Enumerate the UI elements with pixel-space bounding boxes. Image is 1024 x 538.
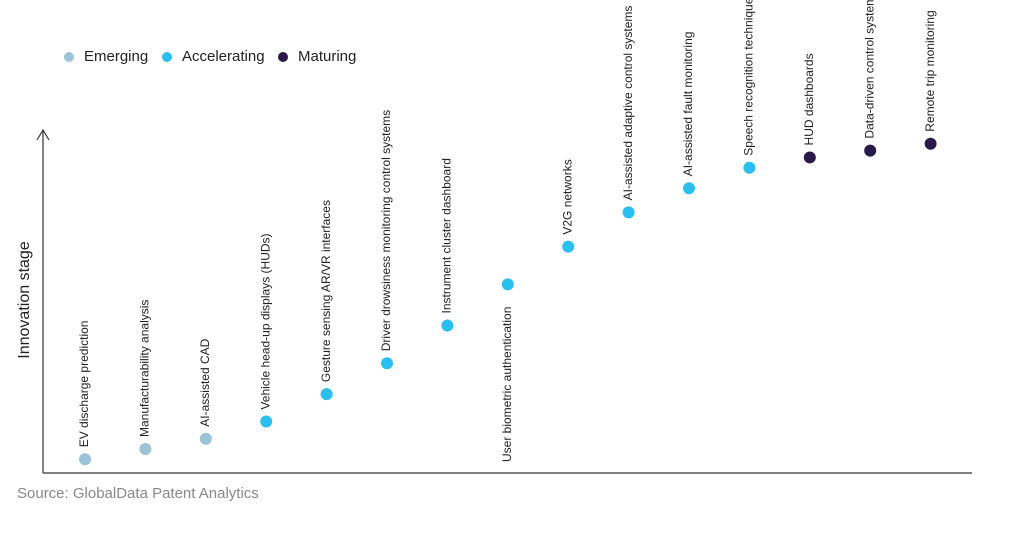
- legend-label: Emerging: [84, 48, 148, 65]
- point-label: EV discharge prediction: [77, 321, 91, 448]
- data-point: [501, 278, 514, 291]
- data-point: [381, 357, 393, 370]
- point-label: AI-assisted adaptive control systems: [621, 6, 635, 201]
- data-point: [803, 151, 816, 164]
- point-label: V2G networks: [560, 159, 574, 234]
- point-label: Speech recognition techniques: [742, 0, 756, 156]
- data-point: [441, 319, 454, 332]
- data-point: [79, 453, 91, 466]
- data-point: [260, 415, 273, 428]
- y-axis-arrow: [36, 128, 50, 141]
- legend-marker: [64, 52, 74, 62]
- data-point: [199, 432, 212, 445]
- point-label: AI-assisted fault monitoring: [681, 32, 695, 177]
- y-axis-title: Innovation stage: [16, 241, 33, 359]
- point-label: User biometric authentication: [500, 307, 514, 462]
- legend-marker: [278, 52, 288, 62]
- point-label: Manufacturability analysis: [138, 300, 152, 437]
- data-point: [743, 161, 756, 174]
- point-label: Remote trip monitoring: [923, 10, 937, 131]
- data-point: [864, 144, 877, 157]
- data-point: [622, 206, 635, 219]
- data-point: [924, 137, 937, 150]
- point-label: Instrument cluster dashboard: [440, 158, 454, 313]
- data-point: [320, 388, 333, 401]
- source: Source: GlobalData Patent Analytics: [17, 485, 259, 502]
- data-point: [139, 442, 152, 455]
- legend-label: Maturing: [298, 48, 356, 65]
- point-label: HUD dashboards: [802, 53, 816, 145]
- point-label: Gesture sensing AR/VR interfaces: [319, 200, 333, 382]
- point-label: Driver drowsiness monitoring control sys…: [379, 110, 393, 351]
- legend-marker: [162, 52, 172, 62]
- data-point: [562, 240, 575, 253]
- legend-label: Accelerating: [182, 48, 265, 65]
- point-label: Data-driven control systems: [862, 0, 876, 139]
- data-point: [683, 182, 695, 195]
- point-label: Vehicle head-up displays (HUDs): [258, 233, 272, 409]
- point-label: AI-assisted CAD: [198, 338, 212, 426]
